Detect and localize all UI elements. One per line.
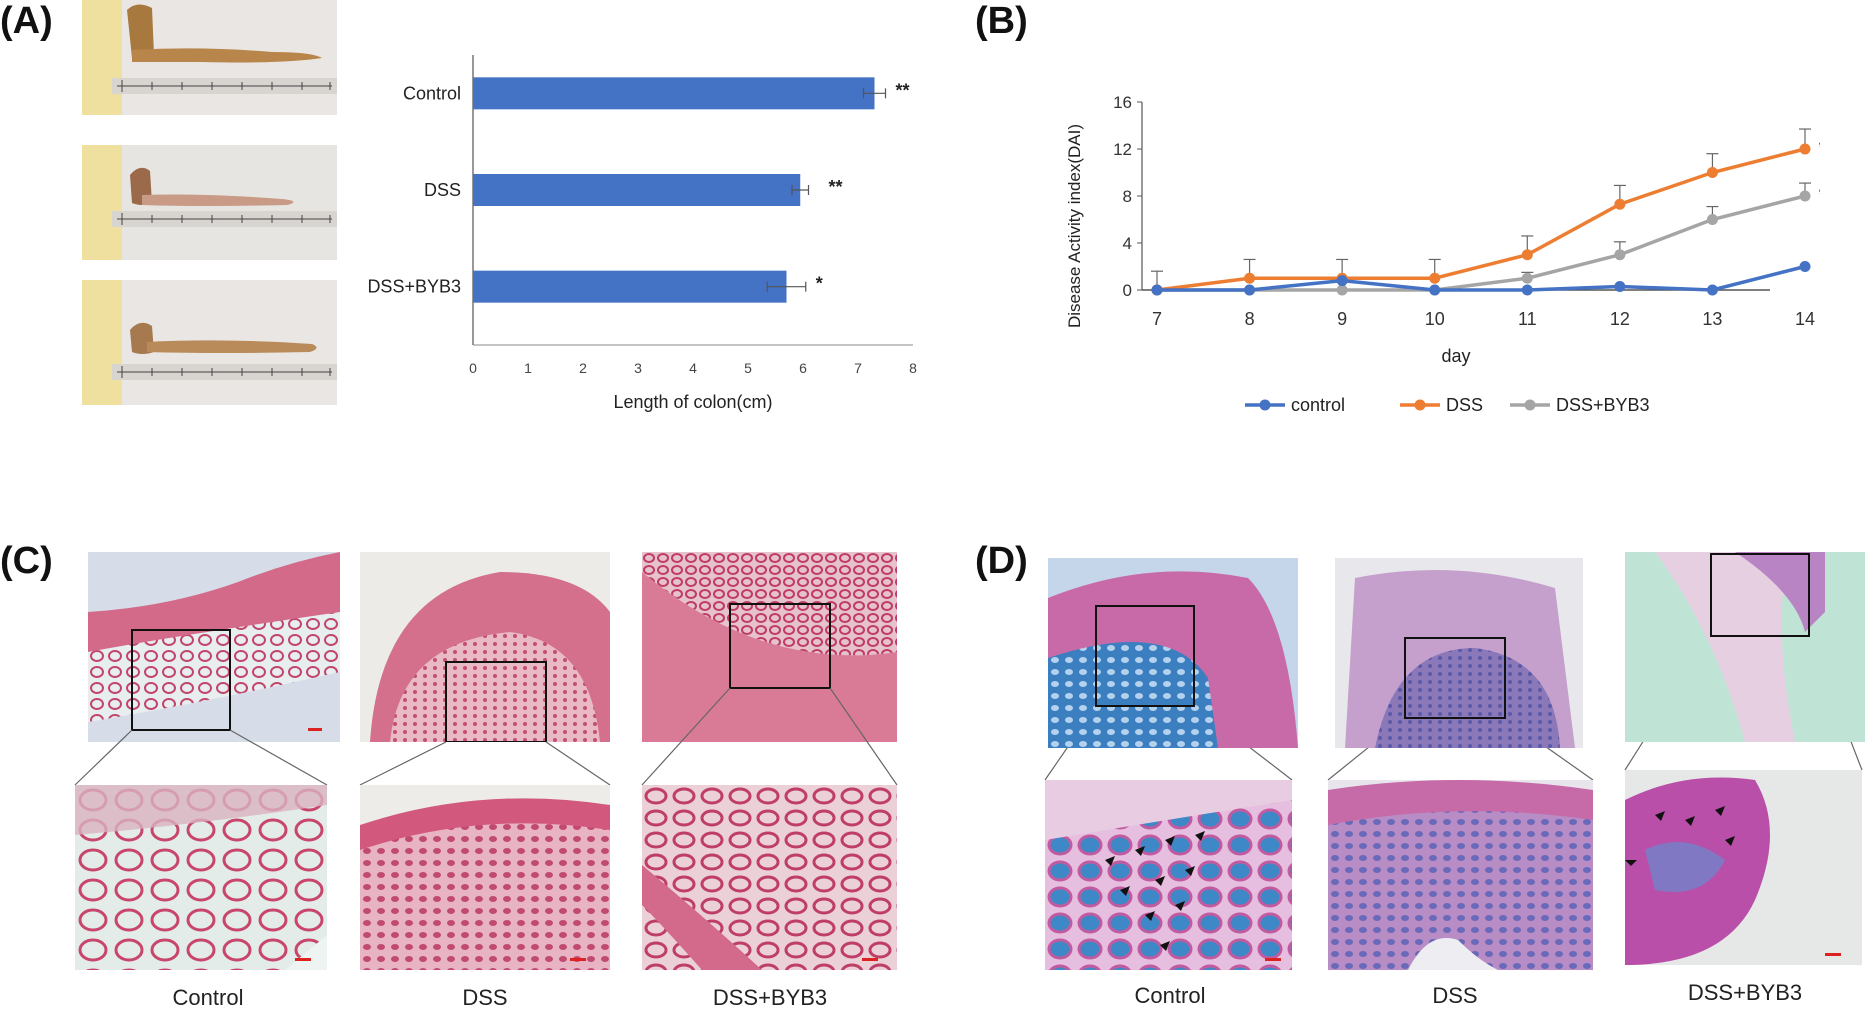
line-significance-1: **: [1819, 138, 1820, 158]
legend-marker-0: [1259, 399, 1271, 411]
legend-marker-2: [1524, 399, 1536, 411]
histology-c-caption-dss: DSS: [462, 985, 508, 1010]
bar-significance-0: **: [896, 80, 910, 100]
bar-category-label-1: DSS: [424, 180, 461, 200]
line-x-tick-0: 7: [1152, 309, 1162, 329]
dai-line-chart: 0 4 8 12 16 7 8 9 10 11 12 13 14 day Disease Activity …: [1065, 93, 1820, 415]
line-point-1-5: [1614, 198, 1626, 210]
histology-c-caption-dss-byb3: DSS+BYB3: [712, 985, 828, 1010]
line-point-0-0: [1151, 284, 1163, 296]
line-point-1-6: [1706, 167, 1718, 178]
histology-d-caption-dss: DSS: [1432, 983, 1478, 1008]
bar-significance-2: *: [816, 274, 823, 294]
line-x-tick-2: 9: [1337, 309, 1347, 329]
line-point-0-4: [1521, 284, 1533, 296]
bar-x-axis-label: Length of colon(cm): [613, 392, 772, 412]
bar-x-tick-8: 8: [909, 360, 917, 376]
line-point-0-1: [1244, 284, 1256, 296]
legend-label-0: control: [1291, 395, 1345, 415]
legend-marker-1: [1414, 399, 1426, 411]
histology-c-dss-byb3-overview: [642, 552, 897, 742]
bar-x-tick-5: 5: [744, 360, 752, 376]
bar-x-tick-4: 4: [689, 360, 697, 376]
line-point-0-7: [1799, 261, 1811, 272]
histology-d-control-overview: [1048, 558, 1298, 748]
legend-label-2: DSS+BYB3: [1556, 395, 1650, 415]
line-y-tick-0: 0: [1123, 281, 1132, 300]
line-point-2-2: [1336, 284, 1348, 296]
colon-photo-dss: [82, 145, 337, 260]
bar-x-tick-1: 1: [524, 360, 532, 376]
line-x-tick-6: 13: [1702, 309, 1722, 329]
bar-2: [473, 270, 787, 303]
line-x-tick-3: 10: [1425, 309, 1445, 329]
histology-d-dss-byb3-zoom: [1625, 770, 1862, 965]
histology-c-dss-overview: [360, 552, 610, 742]
histology-c-control-overview: [88, 552, 340, 742]
bar-x-tick-6: 6: [799, 360, 807, 376]
histology-c-dss-zoom: [360, 785, 610, 970]
bar-x-tick-2: 2: [579, 360, 587, 376]
histology-d-dss-overview: [1335, 558, 1583, 748]
histology-d-caption-control: Control: [1134, 983, 1206, 1008]
line-y-tick-3: 12: [1113, 140, 1132, 159]
colon-photo-control: [82, 0, 337, 115]
line-x-tick-5: 12: [1610, 309, 1630, 329]
line-point-2-4: [1521, 272, 1533, 284]
bar-category-label-0: Control: [403, 83, 461, 103]
colon-photo-dss-byb3: [82, 280, 337, 405]
histology-d-dss-zoom: [1328, 780, 1593, 970]
line-point-1-4: [1521, 249, 1533, 261]
line-series-0: [1157, 264, 1806, 292]
panel-label-b: (B): [975, 0, 1028, 42]
bar-1: [473, 174, 801, 206]
line-x-axis-label: day: [1441, 346, 1470, 366]
histology-d-control-zoom: [1045, 780, 1292, 970]
bar-x-tick-7: 7: [854, 360, 862, 376]
line-x-tick-1: 8: [1245, 309, 1255, 329]
line-x-tick-7: 14: [1795, 309, 1815, 329]
line-y-tick-1: 4: [1123, 234, 1132, 253]
line-point-0-5: [1614, 280, 1626, 292]
line-significance-2: *: [1819, 185, 1820, 205]
panel-label-d: (D): [975, 540, 1028, 582]
histology-d-caption-dss-byb3: DSS+BYB3: [1687, 980, 1803, 1005]
bar-category-label-2: DSS+BYB3: [367, 277, 461, 297]
line-point-1-3: [1429, 272, 1441, 284]
line-point-0-3: [1429, 284, 1441, 296]
line-point-2-6: [1706, 214, 1718, 225]
panel-label-a: (A): [0, 0, 53, 42]
bar-0: [473, 77, 875, 110]
panel-label-c: (C): [0, 540, 53, 582]
bar-x-tick-3: 3: [634, 360, 642, 376]
legend-label-1: DSS: [1446, 395, 1483, 415]
line-point-0-2: [1336, 275, 1348, 287]
line-x-tick-4: 11: [1518, 309, 1537, 329]
line-point-2-5: [1614, 249, 1626, 261]
line-series-1: [1156, 147, 1806, 292]
colon-length-bar-chart: Control ** DSS ** DSS+BYB3 * 0 1 2 3 4 5 6 7 8 Length o…: [367, 55, 917, 412]
bar-significance-1: **: [829, 177, 843, 197]
line-y-tick-2: 8: [1123, 187, 1132, 206]
histology-d-dss-byb3-overview: [1625, 552, 1865, 742]
line-y-tick-4: 16: [1113, 93, 1132, 112]
line-point-1-7: [1799, 143, 1811, 155]
line-point-1-1: [1244, 272, 1256, 284]
line-y-axis-label: Disease Activity index(DAI): [1065, 124, 1084, 328]
histology-c-caption-control: Control: [172, 985, 244, 1010]
line-point-0-6: [1706, 284, 1718, 296]
bar-x-tick-0: 0: [469, 360, 477, 376]
line-point-2-7: [1799, 190, 1811, 202]
histology-c-dss-byb3-zoom: [642, 785, 897, 970]
histology-c-control-zoom: [75, 785, 327, 970]
